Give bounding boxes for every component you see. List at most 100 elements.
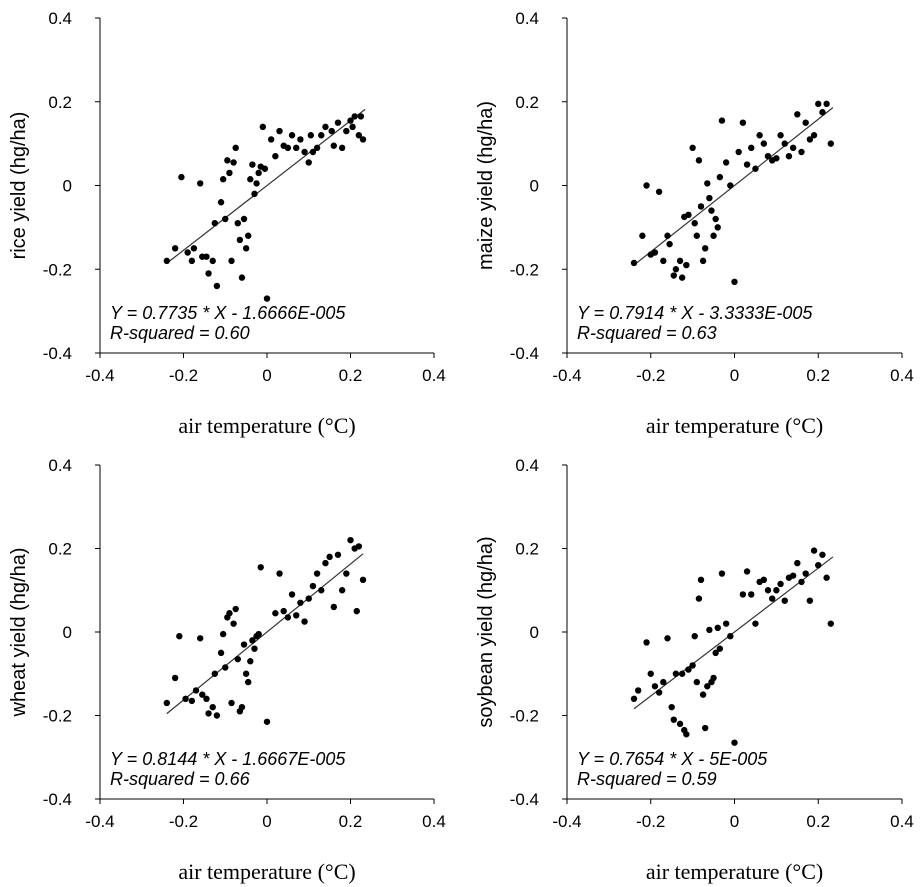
data-point	[247, 658, 254, 665]
data-point	[349, 123, 356, 131]
data-point	[222, 215, 229, 223]
data-point	[357, 113, 365, 120]
data-point	[739, 591, 747, 598]
data-point	[228, 257, 235, 265]
data-point	[213, 712, 221, 719]
data-point	[190, 245, 198, 252]
data-point	[284, 144, 292, 152]
y-tick-label: 0	[530, 623, 539, 642]
data-point	[234, 655, 241, 663]
data-point	[197, 180, 204, 187]
data-point	[752, 165, 759, 172]
x-tick-label: -0.2	[636, 812, 665, 831]
data-point	[748, 144, 755, 152]
data-point	[305, 595, 312, 602]
y-tick-label: -0.2	[43, 260, 72, 279]
x-tick-label: 0.2	[339, 812, 363, 831]
data-point	[359, 136, 367, 143]
data-point	[639, 232, 646, 239]
data-point	[330, 603, 337, 611]
data-point	[288, 132, 296, 139]
data-point	[689, 662, 696, 669]
data-point	[712, 215, 719, 223]
data-point	[232, 144, 239, 152]
data-point	[263, 718, 271, 725]
data-point	[338, 144, 346, 152]
data-point	[781, 597, 788, 604]
data-point	[739, 119, 747, 126]
data-point	[714, 624, 721, 632]
data-point	[655, 188, 663, 195]
data-point	[228, 699, 235, 707]
data-point	[676, 720, 684, 728]
x-tick-label: 0	[730, 366, 739, 385]
data-point	[672, 670, 680, 677]
data-point	[693, 678, 701, 686]
data-point	[343, 127, 350, 135]
data-point	[217, 649, 225, 657]
data-point	[322, 559, 329, 567]
data-point	[255, 169, 262, 177]
data-point	[309, 148, 317, 156]
y-tick-label: -0.4	[43, 344, 72, 363]
data-point	[760, 576, 768, 584]
y-tick-label: 0.4	[515, 9, 539, 28]
x-tick-label: -0.2	[169, 812, 198, 831]
x-axis-title: air temperature (°C)	[646, 413, 823, 438]
data-point	[768, 595, 776, 602]
data-point	[701, 724, 709, 732]
data-point	[343, 570, 350, 577]
r-squared-label: R-squared = 0.66	[110, 769, 251, 789]
y-axis-title: maize yield (hg/ha)	[475, 101, 497, 270]
regression-line	[633, 107, 834, 266]
data-point	[257, 564, 264, 571]
data-point	[678, 670, 686, 677]
data-point	[213, 282, 221, 290]
data-point	[660, 678, 667, 686]
data-point	[722, 620, 730, 627]
data-point	[712, 649, 719, 657]
x-tick-label: -0.2	[169, 366, 198, 385]
data-point	[318, 587, 325, 594]
data-point	[163, 699, 170, 707]
data-point	[313, 570, 321, 577]
data-point	[240, 215, 248, 223]
data-point	[781, 140, 788, 147]
data-point	[823, 574, 830, 581]
data-point	[722, 159, 730, 166]
data-point	[328, 127, 335, 135]
data-point	[806, 136, 814, 143]
y-tick-label: -0.2	[510, 260, 539, 279]
data-point	[263, 295, 271, 302]
data-point	[643, 182, 650, 189]
data-point	[242, 245, 250, 252]
regression-equation: Y = 0.7735 * X - 1.6666E-005	[110, 303, 346, 323]
data-point	[630, 695, 638, 702]
data-point	[347, 117, 354, 124]
regression-equation: Y = 0.8144 * X - 1.6667E-005	[110, 749, 346, 769]
data-point	[731, 739, 738, 746]
data-point	[272, 152, 279, 160]
data-point	[710, 674, 717, 682]
data-point	[704, 683, 711, 690]
data-point	[338, 587, 346, 594]
data-point	[693, 232, 701, 239]
data-point	[773, 587, 780, 594]
data-point	[184, 249, 191, 256]
data-point	[230, 620, 237, 627]
data-point	[209, 703, 216, 711]
x-tick-label: 0.4	[422, 812, 446, 831]
r-squared-label: R-squared = 0.63	[577, 323, 717, 343]
data-point	[217, 199, 225, 206]
data-point	[205, 710, 212, 717]
data-point	[695, 157, 703, 164]
data-point	[313, 144, 321, 152]
data-point	[670, 272, 677, 279]
y-tick-label: 0	[63, 623, 72, 642]
x-tick-label: 0	[730, 812, 739, 831]
data-point	[683, 731, 690, 738]
data-point	[647, 670, 654, 677]
data-point	[307, 132, 315, 139]
x-tick-label: 0.4	[890, 812, 914, 831]
data-point	[708, 207, 715, 214]
